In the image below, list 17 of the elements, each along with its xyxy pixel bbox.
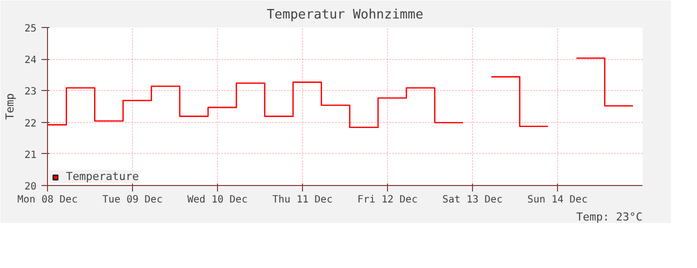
x-tick-label: Sun 14 Dec bbox=[527, 194, 588, 206]
y-tick-label: 20 bbox=[24, 182, 37, 192]
y-tick-label: 23 bbox=[24, 86, 37, 98]
y-tick-label: 25 bbox=[24, 24, 37, 34]
text: Temp: 23°C bbox=[576, 210, 643, 224]
x-tick-label: Wed 10 Dec bbox=[187, 194, 248, 206]
y-tick-label: 21 bbox=[24, 150, 37, 161]
legend-label: Temperature bbox=[66, 170, 139, 183]
x-tick-label: Sat 13 Dec bbox=[442, 194, 503, 206]
x-tick-label: Fri 12 Dec bbox=[357, 194, 418, 206]
x-tick-label: Mon 08 Dec bbox=[17, 194, 78, 206]
y-tick-label: 24 bbox=[24, 55, 37, 66]
y-tick-label: 22 bbox=[24, 118, 37, 130]
x-tick-label: Thu 11 Dec bbox=[272, 194, 333, 206]
x-tick-label: Tue 09 Dec bbox=[102, 194, 163, 206]
y-axis-title: Temp bbox=[3, 93, 16, 120]
chart-title: Temperatur Wohnzimme bbox=[266, 8, 424, 22]
